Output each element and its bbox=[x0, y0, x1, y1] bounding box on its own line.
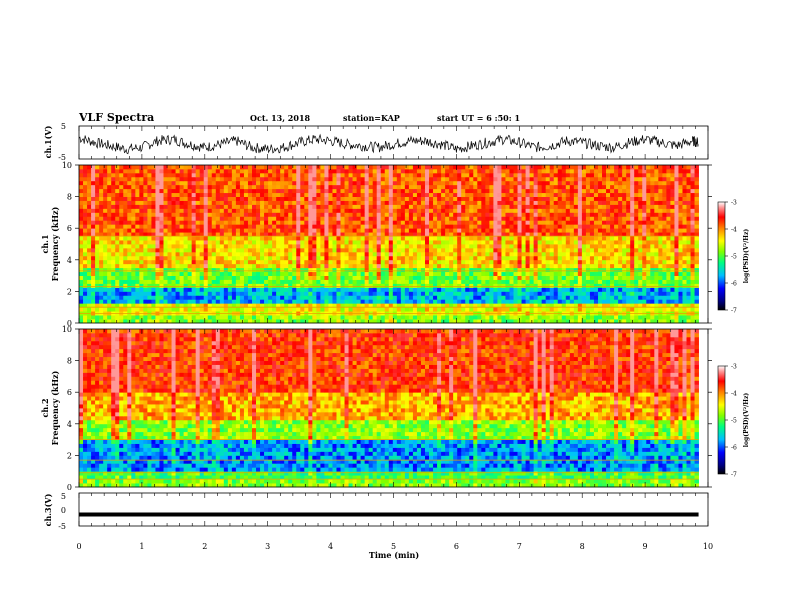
ch1-waveform-ylabel: ch.1(V) bbox=[43, 125, 53, 158]
ch3-ytick-bottom: -5 bbox=[58, 522, 66, 531]
colorbar-tick-label--5: -5 bbox=[731, 254, 737, 261]
ytick-label-0: 0 bbox=[67, 483, 72, 492]
ch2-spectrogram-image bbox=[79, 329, 699, 488]
ch2-spectrogram-panel: 0 2 4 6 8 10 ch.2 Frequency (kHz) bbox=[40, 325, 712, 492]
ytick-label-0: 0 bbox=[67, 319, 72, 328]
chart-title: VLF Spectra bbox=[79, 111, 155, 124]
colorbar-tick-label--7: -7 bbox=[731, 308, 737, 315]
colorbar-tick-label--5: -5 bbox=[731, 418, 737, 425]
ytick-label-2: 2 bbox=[67, 451, 72, 460]
time-tick-label-6: 6 bbox=[454, 542, 459, 551]
colorbar-tick-label--6: -6 bbox=[731, 281, 737, 288]
ch2-colorbar-scale bbox=[717, 365, 726, 475]
ytick-label-10: 10 bbox=[62, 325, 72, 334]
ch1-waveform-line bbox=[79, 133, 699, 155]
ch1-waveform-panel: 5 -5 ch.1(V) bbox=[43, 122, 709, 162]
ch1-ytick-top: 5 bbox=[61, 122, 66, 131]
colorbar-tick-label--6: -6 bbox=[731, 445, 737, 452]
ytick-label-4: 4 bbox=[67, 256, 72, 265]
ch1-ytick-bottom: -5 bbox=[58, 153, 66, 162]
time-tick-label-7: 7 bbox=[517, 542, 522, 551]
time-tick-label-3: 3 bbox=[265, 542, 270, 551]
time-tick-label-1: 1 bbox=[139, 542, 144, 551]
start-ut-label: start UT = 6 :50: 1 bbox=[437, 113, 521, 123]
colorbar-tick-label--3: -3 bbox=[731, 200, 737, 207]
ch2-spectrogram-ylabel-frequency: Frequency (kHz) bbox=[50, 370, 60, 445]
ch2-spectrogram-ylabel-channel: ch.2 bbox=[40, 398, 50, 417]
date-label: Oct. 13, 2018 bbox=[250, 113, 311, 123]
time-tick-label-9: 9 bbox=[643, 542, 648, 551]
ytick-label-6: 6 bbox=[67, 224, 72, 233]
time-tick-label-2: 2 bbox=[202, 542, 207, 551]
ch1-spectrogram-image bbox=[79, 165, 699, 324]
ch3-ytick-mid: 0 bbox=[61, 506, 66, 515]
colorbar-tick-label--3: -3 bbox=[731, 364, 737, 371]
colorbar-tick-label--4: -4 bbox=[731, 391, 737, 398]
time-tick-label-8: 8 bbox=[580, 542, 585, 551]
ch2-colorbar: -3 -4 -5 -6 -7 log(PSD)(V²/Hz) bbox=[717, 364, 750, 479]
ytick-label-2: 2 bbox=[67, 287, 72, 296]
ytick-label-8: 8 bbox=[67, 357, 72, 366]
colorbar-tick-label--4: -4 bbox=[731, 227, 737, 234]
ch3-ytick-top: 5 bbox=[61, 492, 66, 501]
time-tick-label-10: 10 bbox=[703, 542, 713, 551]
time-tick-label-4: 4 bbox=[328, 542, 333, 551]
ch1-colorbar-label: log(PSD)(V²/Hz) bbox=[743, 229, 750, 284]
ch3-waveform-ylabel: ch.3(V) bbox=[43, 493, 53, 526]
ytick-label-8: 8 bbox=[67, 193, 72, 202]
ch1-colorbar-scale bbox=[717, 201, 726, 311]
colorbar-tick-label--7: -7 bbox=[731, 472, 737, 479]
time-axis-label: Time (min) bbox=[369, 550, 419, 560]
ch1-spectrogram-ylabel-channel: ch.1 bbox=[40, 234, 50, 253]
ch1-spectrogram-panel: 0 2 4 6 8 10 ch.1 Frequency (kHz) bbox=[40, 161, 712, 328]
ytick-label-4: 4 bbox=[67, 420, 72, 429]
ytick-label-10: 10 bbox=[62, 161, 72, 170]
time-axis: 0 1 2 3 4 5 6 7 8 9 10 bbox=[76, 126, 713, 551]
time-tick-label-0: 0 bbox=[76, 542, 81, 551]
ch1-colorbar: -3 -4 -5 -6 -7 log(PSD)(V²/Hz) bbox=[717, 200, 750, 315]
ch3-waveform-panel: 5 0 -5 ch.3(V) bbox=[43, 492, 709, 531]
ch1-spectrogram-ylabel-frequency: Frequency (kHz) bbox=[50, 206, 60, 281]
ch2-colorbar-label: log(PSD)(V²/Hz) bbox=[743, 393, 750, 448]
ytick-label-6: 6 bbox=[67, 388, 72, 397]
station-label: station=KAP bbox=[343, 113, 400, 123]
time-tick-label-5: 5 bbox=[391, 542, 396, 551]
